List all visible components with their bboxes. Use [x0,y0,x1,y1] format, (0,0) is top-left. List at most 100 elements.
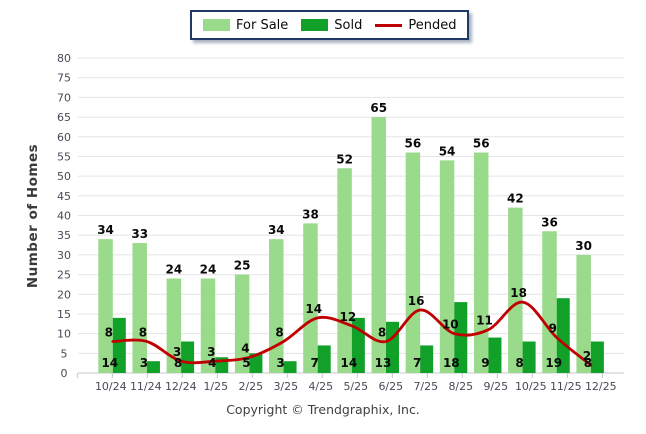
x-tick-label: 4/25 [308,380,333,393]
x-tick-label: 11/24 [130,380,162,393]
for-sale-value-label: 52 [336,152,353,166]
y-tick-label: 70 [57,91,71,104]
for-sale-value-label: 30 [575,239,592,253]
y-tick-label: 25 [57,269,71,282]
sold-bar [522,341,536,373]
for-sale-value-label: 65 [370,101,387,115]
legend-label-pended: Pended [408,17,457,33]
x-tick-label: 11/25 [550,380,582,393]
for-sale-bar [542,231,557,373]
legend-label-for-sale: For Sale [236,17,289,33]
x-tick-label: 2/25 [238,380,263,393]
sold-value-label: 14 [101,356,118,370]
x-tick-label: 9/25 [483,380,508,393]
sold-value-label: 19 [545,356,562,370]
for-sale-bar [200,278,216,373]
sold-swatch-icon [301,19,329,31]
pended-value-label: 3 [207,345,215,359]
for-sale-bar [132,243,147,373]
for-sale-bar [98,239,113,373]
for-sale-value-label: 34 [97,223,114,237]
pended-value-label: 14 [305,302,322,316]
pended-value-label: 2 [583,349,591,363]
sold-bar [112,317,126,373]
y-tick-label: 60 [57,131,71,144]
for-sale-value-label: 38 [302,207,319,221]
copyright-text: Copyright © Trendgraphix, Inc. [226,402,420,417]
pended-value-label: 18 [510,286,527,300]
pended-value-label: 10 [442,318,459,332]
y-tick-label: 0 [61,367,68,380]
sold-bar [146,361,160,373]
for-sale-bar [576,254,591,373]
sold-value-label: 18 [443,356,460,370]
pended-value-label: 16 [408,294,425,308]
x-tick-label: 12/24 [165,380,197,393]
y-tick-label: 50 [57,170,71,183]
y-tick-label: 5 [61,347,68,360]
sold-bar [317,345,331,373]
for-sale-bar [405,152,421,373]
sold-bar [181,341,195,373]
sold-value-label: 4 [208,356,216,370]
pended-value-label: 9 [549,322,557,336]
for-sale-bar [269,239,284,373]
sold-value-label: 13 [375,356,392,370]
sold-bar [283,361,297,373]
for-sale-value-label: 42 [507,192,524,206]
for-sale-value-label: 33 [131,227,148,241]
pended-value-label: 3 [173,345,181,359]
y-tick-label: 75 [57,72,71,85]
y-tick-label: 55 [57,150,71,163]
for-sale-value-label: 24 [165,263,182,277]
x-tick-label: 10/25 [515,380,547,393]
y-tick-label: 10 [57,328,71,341]
sold-value-label: 7 [311,356,319,370]
for-sale-bar [473,152,489,373]
chart-legend: For Sale Sold Pended [190,10,470,40]
sold-value-label: 8 [584,356,592,370]
for-sale-bar [508,207,523,373]
sold-bar [249,353,263,373]
for-sale-bar [234,274,250,373]
sold-value-label: 8 [515,356,523,370]
for-sale-value-label: 56 [405,137,422,151]
sold-value-label: 7 [413,356,421,370]
y-tick-label: 65 [57,111,71,124]
sold-value-label: 8 [174,356,182,370]
for-sale-swatch-icon [203,19,230,31]
y-tick-label: 80 [57,52,71,65]
legend-label-sold: Sold [334,17,363,33]
pended-value-label: 12 [339,310,356,324]
sold-bar [454,302,468,373]
x-tick-label: 3/25 [273,380,298,393]
x-tick-label: 8/25 [448,380,473,393]
sold-value-label: 3 [140,356,148,370]
for-sale-value-label: 24 [200,263,217,277]
legend-item-pended: Pended [375,18,456,33]
pended-value-label: 8 [105,326,113,340]
pended-value-label: 8 [275,326,283,340]
legend-item-sold: Sold [301,18,362,33]
y-tick-label: 15 [57,308,71,321]
for-sale-value-label: 36 [541,215,558,229]
for-sale-bar [303,223,318,373]
sold-bar [556,298,570,373]
sold-value-label: 14 [340,356,357,370]
pended-value-label: 11 [476,314,493,328]
y-tick-label: 35 [57,229,71,242]
y-tick-label: 45 [57,190,71,203]
sold-value-label: 9 [481,356,489,370]
sold-bar [420,345,434,373]
pended-line [111,300,593,367]
pended-line-swatch-icon [375,23,403,27]
for-sale-value-label: 54 [439,144,456,158]
y-tick-label: 40 [57,210,71,223]
x-tick-label: 7/25 [413,380,438,393]
pended-value-label: 8 [139,326,147,340]
for-sale-value-label: 25 [234,259,251,273]
x-tick-label: 10/24 [95,380,127,393]
for-sale-value-label: 56 [473,137,490,151]
